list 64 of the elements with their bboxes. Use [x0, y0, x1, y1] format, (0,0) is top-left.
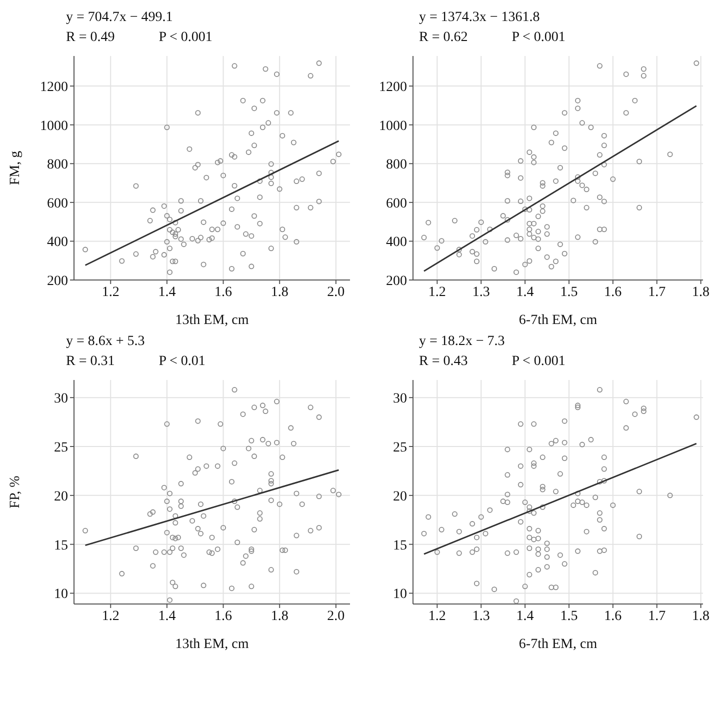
- x-tick-label: 1.6: [604, 608, 622, 624]
- y-tick-label: 600: [386, 196, 407, 212]
- y-tick-label: 1000: [40, 118, 68, 134]
- x-tick-label: 1.2: [102, 284, 120, 300]
- y-tick-label: 1000: [379, 118, 407, 134]
- y-tick-label: 800: [386, 158, 407, 173]
- y-tick-label: 30: [54, 392, 68, 407]
- y-tick-label: 1200: [40, 80, 68, 96]
- text: R = 0.62: [419, 30, 468, 45]
- y-tick-label: 25: [54, 440, 68, 456]
- text: y = 704.7x − 499.1: [66, 9, 174, 27]
- x-tick-label: 1.2: [102, 608, 120, 624]
- text: P < 0.001: [158, 30, 212, 45]
- y-tick-label: 200: [386, 274, 407, 289]
- x-tick-label: 1.7: [648, 284, 666, 300]
- y-tick-label: 400: [386, 235, 407, 250]
- y-tick-label: 15: [393, 538, 407, 554]
- x-tick-label: 1.6: [214, 284, 232, 300]
- x-tick-label: 1.8: [692, 284, 710, 300]
- text: P < 0.01: [158, 354, 206, 369]
- y-tick-label: 25: [393, 440, 407, 456]
- x-tick-label: 1.8: [692, 608, 710, 624]
- x-axis-title: 6-7th EM, cm: [518, 313, 598, 328]
- x-axis-title: 13th EM, cm: [175, 637, 249, 652]
- y-tick-label: 1200: [379, 80, 407, 96]
- y-tick-label: 10: [393, 587, 407, 602]
- text: y = 18.2x − 7.3: [419, 333, 506, 351]
- x-tick-label: 1.4: [158, 284, 176, 300]
- x-tick-label: 1.6: [604, 284, 622, 300]
- x-tick-label: 2.0: [327, 284, 345, 300]
- y-tick-label: 15: [54, 538, 68, 554]
- y-tick-label: 20: [393, 489, 407, 504]
- y-axis-title: FM, g: [8, 150, 23, 186]
- y-axis-title: FP, %: [8, 475, 23, 508]
- y-tick-label: 10: [54, 587, 68, 602]
- x-tick-label: 1.4: [516, 284, 534, 300]
- x-tick-label: 1.3: [472, 608, 490, 624]
- x-tick-label: 1.8: [270, 284, 288, 300]
- x-axis-title: 13th EM, cm: [175, 313, 249, 328]
- y-tick-label: 20: [54, 489, 68, 504]
- x-tick-label: 1.8: [270, 608, 288, 624]
- text: P < 0.001: [512, 354, 566, 369]
- y-tick-label: 600: [47, 196, 68, 212]
- x-tick-label: 1.5: [560, 608, 578, 624]
- x-axis-title: 6-7th EM, cm: [518, 637, 598, 652]
- text: R = 0.49: [66, 30, 115, 45]
- x-tick-label: 1.3: [472, 284, 490, 300]
- x-tick-label: 1.4: [158, 608, 176, 624]
- y-tick-label: 30: [393, 392, 407, 407]
- text: R = 0.31: [66, 354, 115, 369]
- text: P < 0.001: [512, 30, 566, 45]
- x-tick-label: 1.2: [428, 284, 446, 300]
- y-tick-label: 400: [47, 235, 68, 250]
- x-tick-label: 1.7: [648, 608, 666, 624]
- y-tick-label: 200: [47, 274, 68, 289]
- text: y = 1374.3x − 1361.8: [419, 9, 541, 27]
- x-tick-label: 1.5: [560, 284, 578, 300]
- x-tick-label: 1.4: [516, 608, 534, 624]
- x-tick-label: 1.2: [428, 608, 446, 624]
- x-tick-label: 2.0: [327, 608, 345, 624]
- text: y = 8.6x + 5.3: [66, 333, 146, 351]
- x-tick-label: 1.6: [214, 608, 232, 624]
- y-tick-label: 800: [47, 158, 68, 173]
- text: R = 0.43: [419, 354, 468, 369]
